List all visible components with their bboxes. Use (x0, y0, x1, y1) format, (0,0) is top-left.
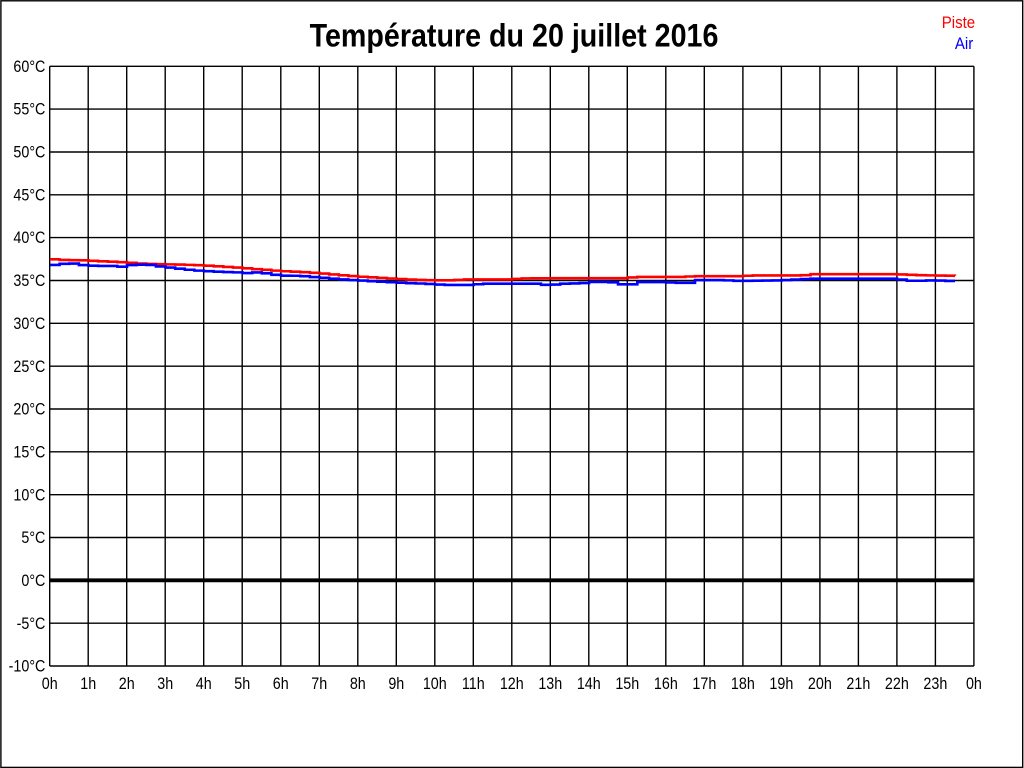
svg-text:2h: 2h (119, 675, 135, 693)
svg-text:16h: 16h (654, 675, 678, 693)
svg-text:20h: 20h (808, 675, 832, 693)
svg-text:5°C: 5°C (21, 529, 45, 547)
svg-text:25°C: 25°C (13, 358, 45, 376)
svg-text:1h: 1h (80, 675, 96, 693)
svg-text:4h: 4h (196, 675, 212, 693)
svg-text:17h: 17h (692, 675, 716, 693)
svg-text:30°C: 30°C (13, 315, 45, 333)
svg-text:15h: 15h (615, 675, 639, 693)
svg-text:-10°C: -10°C (9, 658, 46, 676)
svg-text:7h: 7h (311, 675, 327, 693)
svg-text:40°C: 40°C (13, 229, 45, 247)
svg-text:5h: 5h (234, 675, 250, 693)
svg-text:14h: 14h (577, 675, 601, 693)
svg-text:0h: 0h (966, 675, 982, 693)
svg-text:23h: 23h (923, 675, 947, 693)
svg-text:22h: 22h (885, 675, 909, 693)
svg-text:0h: 0h (42, 675, 58, 693)
svg-text:35°C: 35°C (13, 272, 45, 290)
svg-text:6h: 6h (273, 675, 289, 693)
svg-text:-5°C: -5°C (17, 615, 46, 633)
svg-text:45°C: 45°C (13, 187, 45, 205)
svg-text:55°C: 55°C (13, 101, 45, 119)
svg-text:10h: 10h (423, 675, 447, 693)
svg-text:10°C: 10°C (13, 487, 45, 505)
svg-text:11h: 11h (462, 675, 485, 693)
svg-text:60°C: 60°C (13, 58, 45, 76)
svg-text:19h: 19h (769, 675, 793, 693)
svg-text:13h: 13h (538, 675, 562, 693)
svg-text:9h: 9h (388, 675, 404, 693)
svg-text:21h: 21h (846, 675, 870, 693)
svg-text:Air: Air (955, 34, 974, 53)
svg-text:12h: 12h (500, 675, 524, 693)
svg-text:Piste: Piste (942, 13, 976, 32)
svg-text:8h: 8h (350, 675, 366, 693)
svg-text:Température du 20 juillet 2016: Température du 20 juillet 2016 (310, 18, 719, 54)
svg-text:20°C: 20°C (13, 401, 45, 419)
svg-text:18h: 18h (731, 675, 755, 693)
svg-text:15°C: 15°C (13, 444, 45, 462)
svg-text:0°C: 0°C (21, 572, 45, 590)
svg-text:50°C: 50°C (13, 144, 45, 162)
svg-text:3h: 3h (157, 675, 173, 693)
